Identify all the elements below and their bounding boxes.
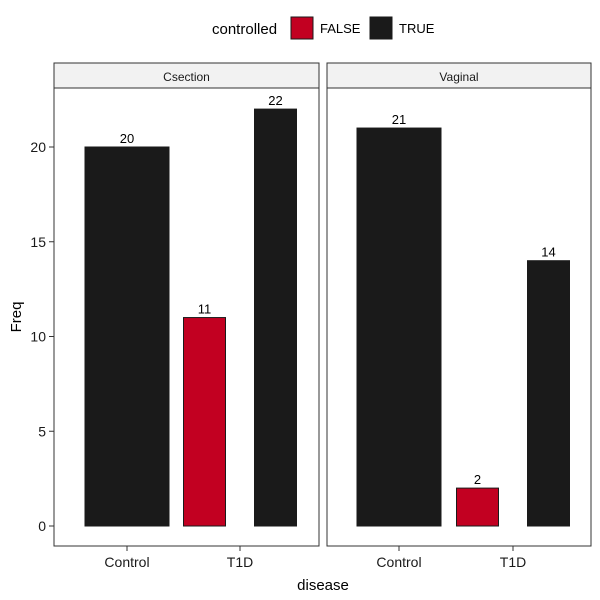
bar-control-true	[84, 146, 170, 527]
legend-key-true	[369, 16, 393, 40]
y-tick-label: 10	[30, 329, 46, 345]
x-axis-title: disease	[297, 577, 349, 594]
legend-title: controlled	[212, 21, 277, 38]
bar-control-true	[356, 127, 442, 527]
data-label-control-true: 20	[120, 131, 134, 146]
y-tick-label: 20	[30, 139, 46, 155]
legend-label-true: TRUE	[399, 21, 435, 36]
x-tick-label: T1D	[500, 554, 526, 570]
legend: controlled FALSE TRUE	[212, 16, 435, 40]
facet-strip	[326, 62, 592, 89]
y-tick-label: 15	[30, 234, 46, 250]
bar-t1d-true	[527, 260, 570, 527]
facet-strip-label: Vaginal	[439, 70, 478, 84]
y-axis: 0 5 10 15 20	[30, 139, 54, 534]
facet-panel-vaginal: Vaginal 21 Control 2 14 T1D	[326, 62, 592, 570]
facet-panels: Csection 20 Control 11 22 T1D Vaginal 21 Control…	[53, 62, 592, 570]
bar-t1d-true	[254, 108, 297, 527]
facet-strip	[53, 62, 320, 89]
x-tick-label: Control	[376, 554, 421, 570]
legend-key-false	[290, 16, 314, 40]
facet-strip-label: Csection	[163, 70, 210, 84]
panel-border	[53, 87, 320, 547]
facet-panel-csection: Csection 20 Control 11 22 T1D	[53, 62, 320, 570]
bar-t1d-false	[456, 487, 499, 527]
y-tick-label: 5	[38, 423, 46, 439]
data-label-t1d-true: 22	[268, 93, 282, 108]
x-tick-label: T1D	[227, 554, 253, 570]
y-tick-label: 0	[38, 518, 46, 534]
data-label-control-true: 21	[392, 112, 406, 127]
data-label-t1d-false: 2	[474, 472, 481, 487]
panel-border	[326, 87, 592, 547]
x-tick-label: Control	[104, 554, 149, 570]
data-label-t1d-false: 11	[198, 302, 212, 317]
y-axis-title: Freq	[8, 302, 25, 333]
data-label-t1d-true: 14	[541, 245, 555, 260]
legend-label-false: FALSE	[320, 21, 361, 36]
bar-t1d-false	[183, 317, 226, 527]
